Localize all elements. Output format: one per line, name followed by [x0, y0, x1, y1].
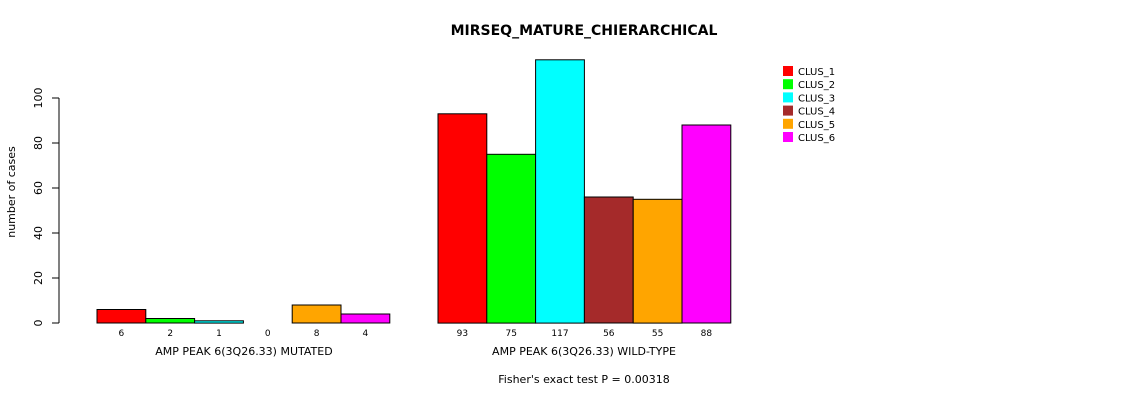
bars: [96, 59, 732, 324]
group-label-wild-type: AMP PEAK 6(3Q26.33) WILD-TYPE: [492, 345, 676, 358]
bar-clus-6-group-2: [681, 124, 732, 324]
count-label: 93: [457, 329, 468, 339]
count-label: 88: [701, 329, 713, 339]
bar-clus-3-group-1: [194, 320, 244, 324]
legend-swatch-clus-5: [783, 118, 793, 129]
bar-clus-2-group-1: [145, 318, 196, 324]
legend-label: CLUS_5: [798, 120, 835, 131]
legend: CLUS_1 CLUS_2 CLUS_3 CLUS_4 CLUS_5 CLUS_6: [783, 66, 835, 144]
bar-clus-5-group-2: [632, 198, 683, 324]
count-label: 6: [119, 329, 125, 339]
legend-swatch-clus-2: [783, 79, 793, 90]
legend-swatch-clus-6: [783, 132, 793, 142]
y-tick-label: 100: [32, 88, 45, 109]
bar-clus-3-group-2: [535, 59, 585, 324]
bar-clus-5-group-1: [291, 304, 342, 324]
bar-clus-2-group-2: [486, 153, 537, 324]
count-labels: 6 2 1 0 8 4 93 75 117 56 55 88: [119, 329, 713, 339]
count-label: 8: [314, 329, 320, 339]
count-label: 4: [363, 329, 369, 339]
y-tick-label: 20: [32, 271, 45, 285]
chart-title: MIRSEQ_MATURE_CHIERARCHICAL: [451, 23, 718, 39]
count-label: 117: [551, 329, 568, 339]
legend-label: CLUS_2: [798, 80, 835, 91]
bar-clus-1-group-1: [96, 309, 147, 324]
legend-label: CLUS_3: [798, 93, 835, 104]
legend-label: CLUS_1: [798, 67, 835, 78]
y-tick-label: 0: [32, 320, 45, 327]
count-label: 56: [603, 329, 615, 339]
legend-swatch-clus-3: [783, 92, 793, 103]
count-label: 0: [265, 329, 271, 339]
y-tick-label: 60: [32, 181, 45, 195]
legend-swatch-clus-1: [783, 66, 793, 76]
y-axis-label: number of cases: [5, 146, 18, 238]
y-tick-label: 40: [32, 226, 45, 240]
y-tick-label: 80: [32, 136, 45, 150]
count-label: 75: [505, 329, 516, 339]
bar-clus-6-group-1: [340, 313, 391, 324]
count-label: 55: [652, 329, 663, 339]
bar-clus-1-group-2: [437, 113, 488, 324]
count-label: 1: [216, 329, 222, 339]
legend-label: CLUS_6: [798, 133, 835, 144]
count-label: 2: [167, 329, 173, 339]
legend-swatch-clus-4: [783, 105, 793, 116]
bar-clus-4-group-2: [583, 196, 634, 324]
group-label-mutated: AMP PEAK 6(3Q26.33) MUTATED: [155, 345, 332, 358]
y-axis: 0 20 40 60 80 100: [32, 88, 60, 327]
legend-label: CLUS_4: [798, 107, 835, 118]
fisher-test-label: Fisher's exact test P = 0.00318: [498, 373, 669, 386]
